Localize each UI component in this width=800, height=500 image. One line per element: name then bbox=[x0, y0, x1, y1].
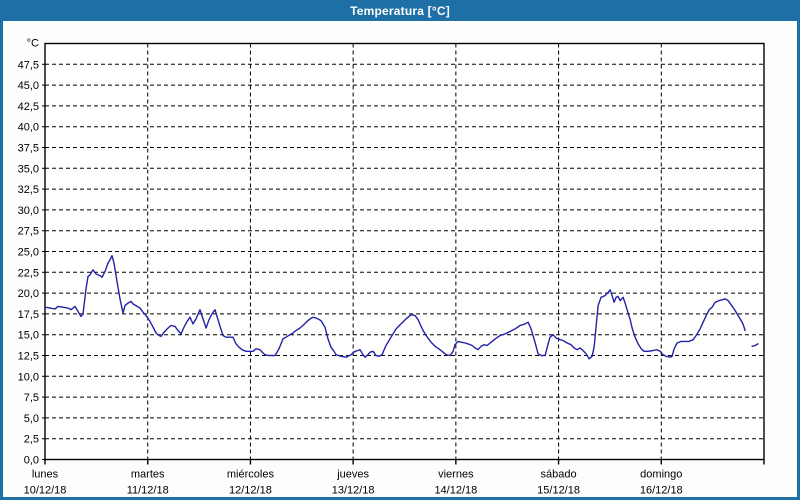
y-axis-label: 12,5 bbox=[18, 351, 39, 363]
y-axis-label: 25,0 bbox=[18, 247, 39, 259]
y-axis-label: 7,5 bbox=[24, 392, 39, 404]
day-name-label: martes bbox=[131, 469, 165, 481]
y-axis-label: 27,5 bbox=[18, 226, 39, 238]
day-name-label: domingo bbox=[640, 469, 682, 481]
y-axis-label: 45,0 bbox=[18, 80, 39, 92]
y-axis-label: 0,0 bbox=[24, 455, 39, 467]
y-axis-label: 15,0 bbox=[18, 330, 39, 342]
day-date-label: 15/12/18 bbox=[537, 485, 580, 497]
day-name-label: miércoles bbox=[227, 469, 275, 481]
y-axis-label: 5,0 bbox=[24, 413, 39, 425]
y-axis-label: 42,5 bbox=[18, 101, 39, 113]
y-axis-label: 22,5 bbox=[18, 267, 39, 279]
day-date-label: 10/12/18 bbox=[24, 485, 67, 497]
y-axis-label: 37,5 bbox=[18, 143, 39, 155]
y-axis-label: 20,0 bbox=[18, 288, 39, 300]
day-name-label: sábado bbox=[541, 469, 577, 481]
y-axis-label: 35,0 bbox=[18, 163, 39, 175]
day-name-label: viernes bbox=[438, 469, 474, 481]
day-date-label: 14/12/18 bbox=[434, 485, 477, 497]
day-date-label: 11/12/18 bbox=[127, 485, 169, 497]
day-name-label: jueves bbox=[336, 469, 369, 481]
y-axis-label: 17,5 bbox=[18, 309, 39, 321]
title-bar[interactable]: Temperatura [°C] bbox=[3, 0, 797, 21]
chart-canvas[interactable]: 47,5 45,0 42,5 40,0 37,5 35,0 32,5 30,0 27,5 25,0… bbox=[3, 21, 797, 497]
temperature-chart: 47,5 45,0 42,5 40,0 37,5 35,0 32,5 30,0 27,5 25,0… bbox=[3, 21, 797, 497]
y-axis-unit-label: °C bbox=[27, 38, 39, 50]
y-axis-label: 32,5 bbox=[18, 184, 39, 196]
day-date-label: 13/12/18 bbox=[332, 485, 375, 497]
y-axis-label: 10,0 bbox=[18, 371, 39, 383]
day-date-label: 12/12/18 bbox=[229, 485, 272, 497]
y-axis-label: 30,0 bbox=[18, 205, 39, 217]
window-title: Temperatura [°C] bbox=[350, 3, 450, 18]
temperature-line bbox=[44, 255, 746, 360]
y-axis-label: 47,5 bbox=[18, 59, 39, 71]
y-axis-label: 40,0 bbox=[18, 122, 39, 134]
y-axis-label: 2,5 bbox=[24, 434, 39, 446]
day-name-label: lunes bbox=[32, 469, 59, 481]
day-date-label: 16/12/18 bbox=[640, 485, 683, 497]
temperature-line bbox=[751, 343, 759, 347]
